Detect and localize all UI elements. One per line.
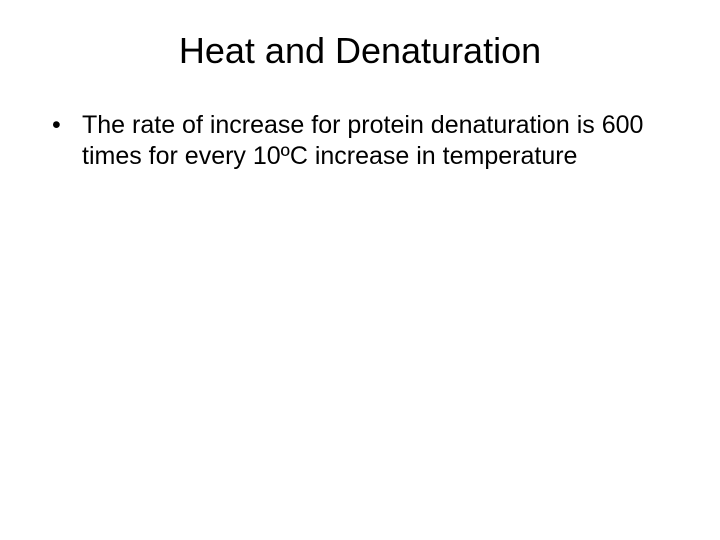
bullet-item: The rate of increase for protein denatur… bbox=[52, 110, 684, 173]
slide-title: Heat and Denaturation bbox=[36, 30, 684, 72]
bullet-list: The rate of increase for protein denatur… bbox=[36, 110, 684, 173]
